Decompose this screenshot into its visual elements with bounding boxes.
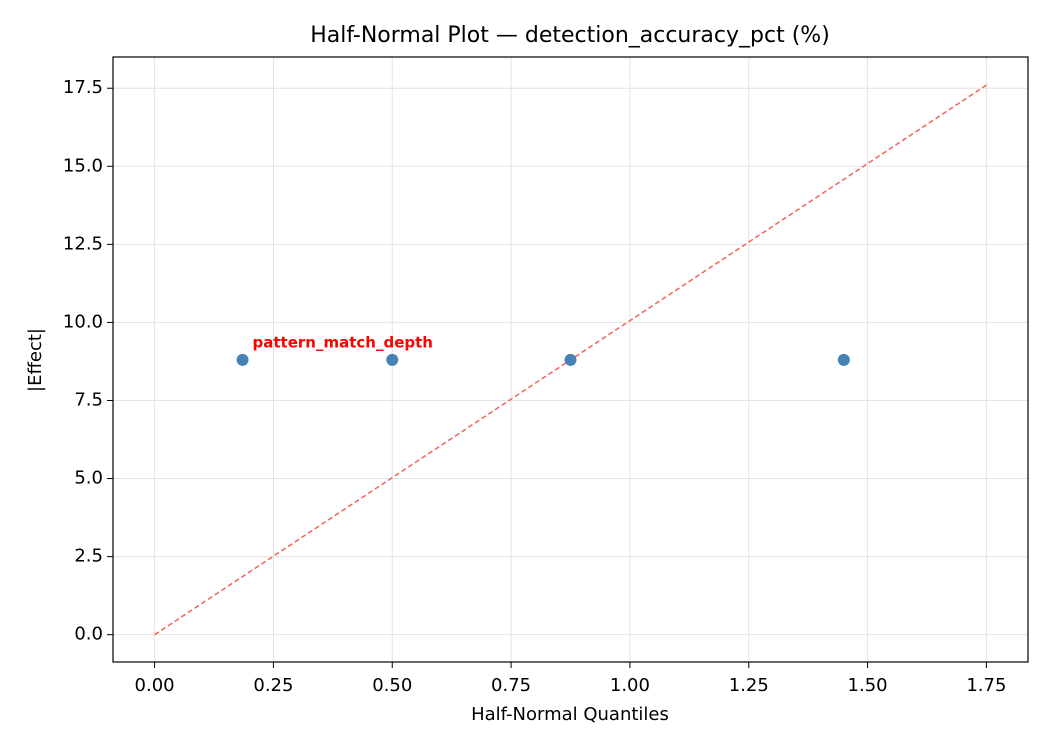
chart-title: Half-Normal Plot — detection_accuracy_pc…: [310, 23, 830, 48]
y-tick-label: 10.0: [63, 311, 103, 332]
x-tick-label: 1.75: [966, 675, 1006, 696]
x-tick-label: 1.00: [610, 675, 650, 696]
axes-frame: [112, 56, 1029, 663]
y-tick-label: 7.5: [74, 389, 103, 410]
y-tick-label: 0.0: [74, 624, 103, 645]
x-tick-label: 0.25: [253, 675, 293, 696]
x-tick-label: 0.00: [135, 675, 175, 696]
plot-area: 0.00 0.25 0.50 0.75 1.00 1.25 1.50 1.75 0.0 2.5 5.…: [63, 57, 1028, 696]
x-tick-label: 0.50: [372, 675, 412, 696]
x-tick-label: 1.50: [848, 675, 888, 696]
x-axis-label: Half-Normal Quantiles: [471, 704, 669, 725]
point: [837, 353, 850, 366]
point: [386, 353, 399, 366]
y-tick-label: 5.0: [74, 468, 103, 489]
y-tick-label: 12.5: [63, 233, 103, 254]
y-axis-label: |Effect|: [25, 328, 46, 392]
y-tick-label: 17.5: [63, 77, 103, 98]
y-tick-label: 2.5: [74, 546, 103, 567]
x-tick-label: 1.25: [729, 675, 769, 696]
x-tick-label: 0.75: [491, 675, 531, 696]
point: [564, 353, 577, 366]
point: [236, 353, 249, 366]
annotation: pattern_match_depth: [253, 333, 433, 351]
y-tick-label: 15.0: [63, 155, 103, 176]
